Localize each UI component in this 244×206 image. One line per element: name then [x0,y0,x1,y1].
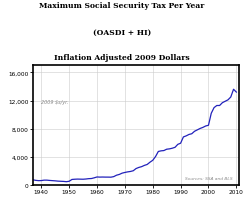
Text: Maximum Social Security Tax Per Year: Maximum Social Security Tax Per Year [39,2,205,10]
Text: (OASDI + HI): (OASDI + HI) [93,29,151,37]
Text: Inflation Adjusted 2009 Dollars: Inflation Adjusted 2009 Dollars [54,54,190,62]
Text: Sources: SSA and BLS: Sources: SSA and BLS [185,177,233,181]
Text: 2009 $s/yr.: 2009 $s/yr. [41,99,68,104]
